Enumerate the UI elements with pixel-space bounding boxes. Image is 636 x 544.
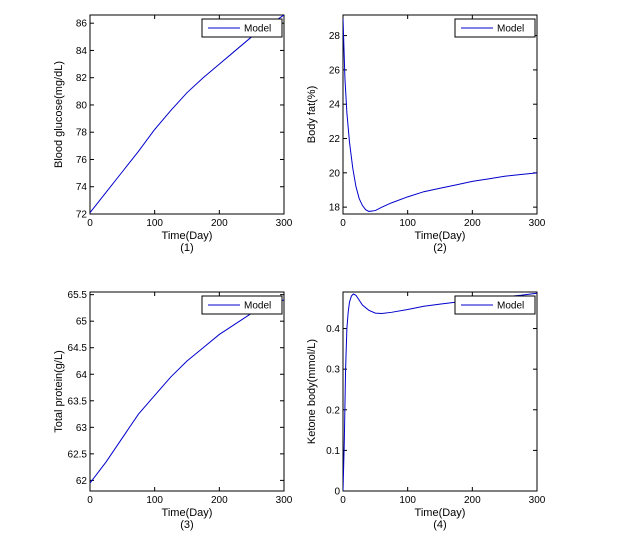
legend: Model (201, 295, 283, 315)
x-tick-label: 100 (146, 495, 163, 506)
y-tick-label: 64.5 (68, 343, 88, 354)
legend: Model (454, 18, 536, 38)
y-tick-label: 26 (329, 65, 341, 76)
series-line-model (343, 292, 537, 491)
x-axis-label: Time(Day) (162, 507, 213, 519)
legend-box (201, 18, 283, 38)
y-axis-label: Body fat(%) (306, 86, 318, 143)
y-tick-label: 74 (76, 182, 88, 193)
y-tick-label: 20 (329, 168, 341, 179)
x-tick-label: 200 (464, 495, 481, 506)
series-line-model (90, 15, 284, 213)
panel-sublabel: (2) (433, 242, 446, 254)
y-tick-label: 24 (329, 100, 341, 111)
y-tick-label: 0.1 (326, 446, 340, 457)
chart-panel-1: 0 100 200 300 72 74 76 78 80 82 84 86 Time(Day)(1) Bl… (53, 14, 293, 254)
legend-label: Model (497, 24, 524, 35)
panel-sublabel: (4) (433, 519, 446, 531)
y-tick-label: 62.5 (68, 449, 88, 460)
legend-label: Model (244, 24, 271, 35)
y-tick-label: 86 (76, 19, 88, 30)
legend: Model (201, 18, 283, 38)
y-tick-label: 78 (76, 128, 88, 139)
plot-frame (342, 14, 538, 215)
x-axis-label: Time(Day) (415, 230, 466, 242)
legend-label: Model (497, 301, 524, 312)
y-tick-label: 65 (76, 317, 88, 328)
legend-box (454, 18, 536, 38)
x-tick-label: 100 (399, 218, 416, 229)
y-tick-label: 0.4 (326, 324, 340, 335)
x-tick-label: 100 (146, 218, 163, 229)
legend-label: Model (244, 301, 271, 312)
y-tick-label: 63.5 (68, 396, 88, 407)
x-tick-label: 0 (340, 495, 346, 506)
x-tick-label: 300 (276, 495, 293, 506)
y-tick-label: 80 (76, 100, 88, 111)
y-tick-label: 22 (329, 134, 341, 145)
x-tick-label: 100 (399, 495, 416, 506)
plot-frame (89, 14, 285, 215)
x-tick-label: 200 (211, 495, 228, 506)
y-tick-label: 82 (76, 73, 88, 84)
y-tick-label: 28 (329, 31, 341, 42)
y-tick-label: 65.5 (68, 290, 88, 301)
legend-box (454, 295, 536, 315)
y-tick-label: 62 (76, 476, 88, 487)
y-tick-label: 18 (329, 203, 341, 214)
x-axis-label: Time(Day) (415, 507, 466, 519)
x-tick-label: 200 (211, 218, 228, 229)
legend: Model (454, 295, 536, 315)
y-tick-label: 63 (76, 423, 88, 434)
y-tick-label: 0.3 (326, 365, 340, 376)
series-line-model (343, 18, 537, 212)
x-tick-label: 200 (464, 218, 481, 229)
plot-frame (89, 291, 285, 492)
x-tick-label: 300 (276, 218, 293, 229)
y-tick-label: 0 (334, 487, 340, 498)
y-tick-label: 76 (76, 155, 88, 166)
y-axis-label: Ketone body(mmol/L) (306, 339, 318, 444)
x-tick-label: 300 (529, 218, 546, 229)
y-tick-label: 0.2 (326, 405, 340, 416)
y-tick-label: 84 (76, 46, 88, 57)
series-line-model (90, 299, 284, 484)
legend-box (201, 295, 283, 315)
plot-frame (342, 291, 538, 492)
x-tick-label: 0 (340, 218, 346, 229)
panel-sublabel: (1) (180, 242, 193, 254)
y-axis-label: Total protein(g/L) (53, 350, 65, 433)
y-tick-label: 72 (76, 210, 88, 221)
y-axis-label: Blood glucose(mg/dL) (53, 61, 65, 168)
y-tick-label: 64 (76, 370, 88, 381)
chart-panel-4: 0 100 200 300 0 0.1 0.2 0.3 0.4 Time(Day)(4) Keton… (306, 291, 546, 531)
x-tick-label: 0 (87, 495, 93, 506)
chart-panel-2: 0 100 200 300 18 20 22 24 26 28 Time(Day)(2) Body f… (306, 14, 546, 254)
chart-panel-3: 0 100 200 300 62 62.5 63 63.5 64 64.5 65 65.5 Time(D… (53, 290, 293, 531)
panel-sublabel: (3) (180, 519, 193, 531)
x-tick-label: 300 (529, 495, 546, 506)
x-axis-label: Time(Day) (162, 230, 213, 242)
x-tick-label: 0 (87, 218, 93, 229)
